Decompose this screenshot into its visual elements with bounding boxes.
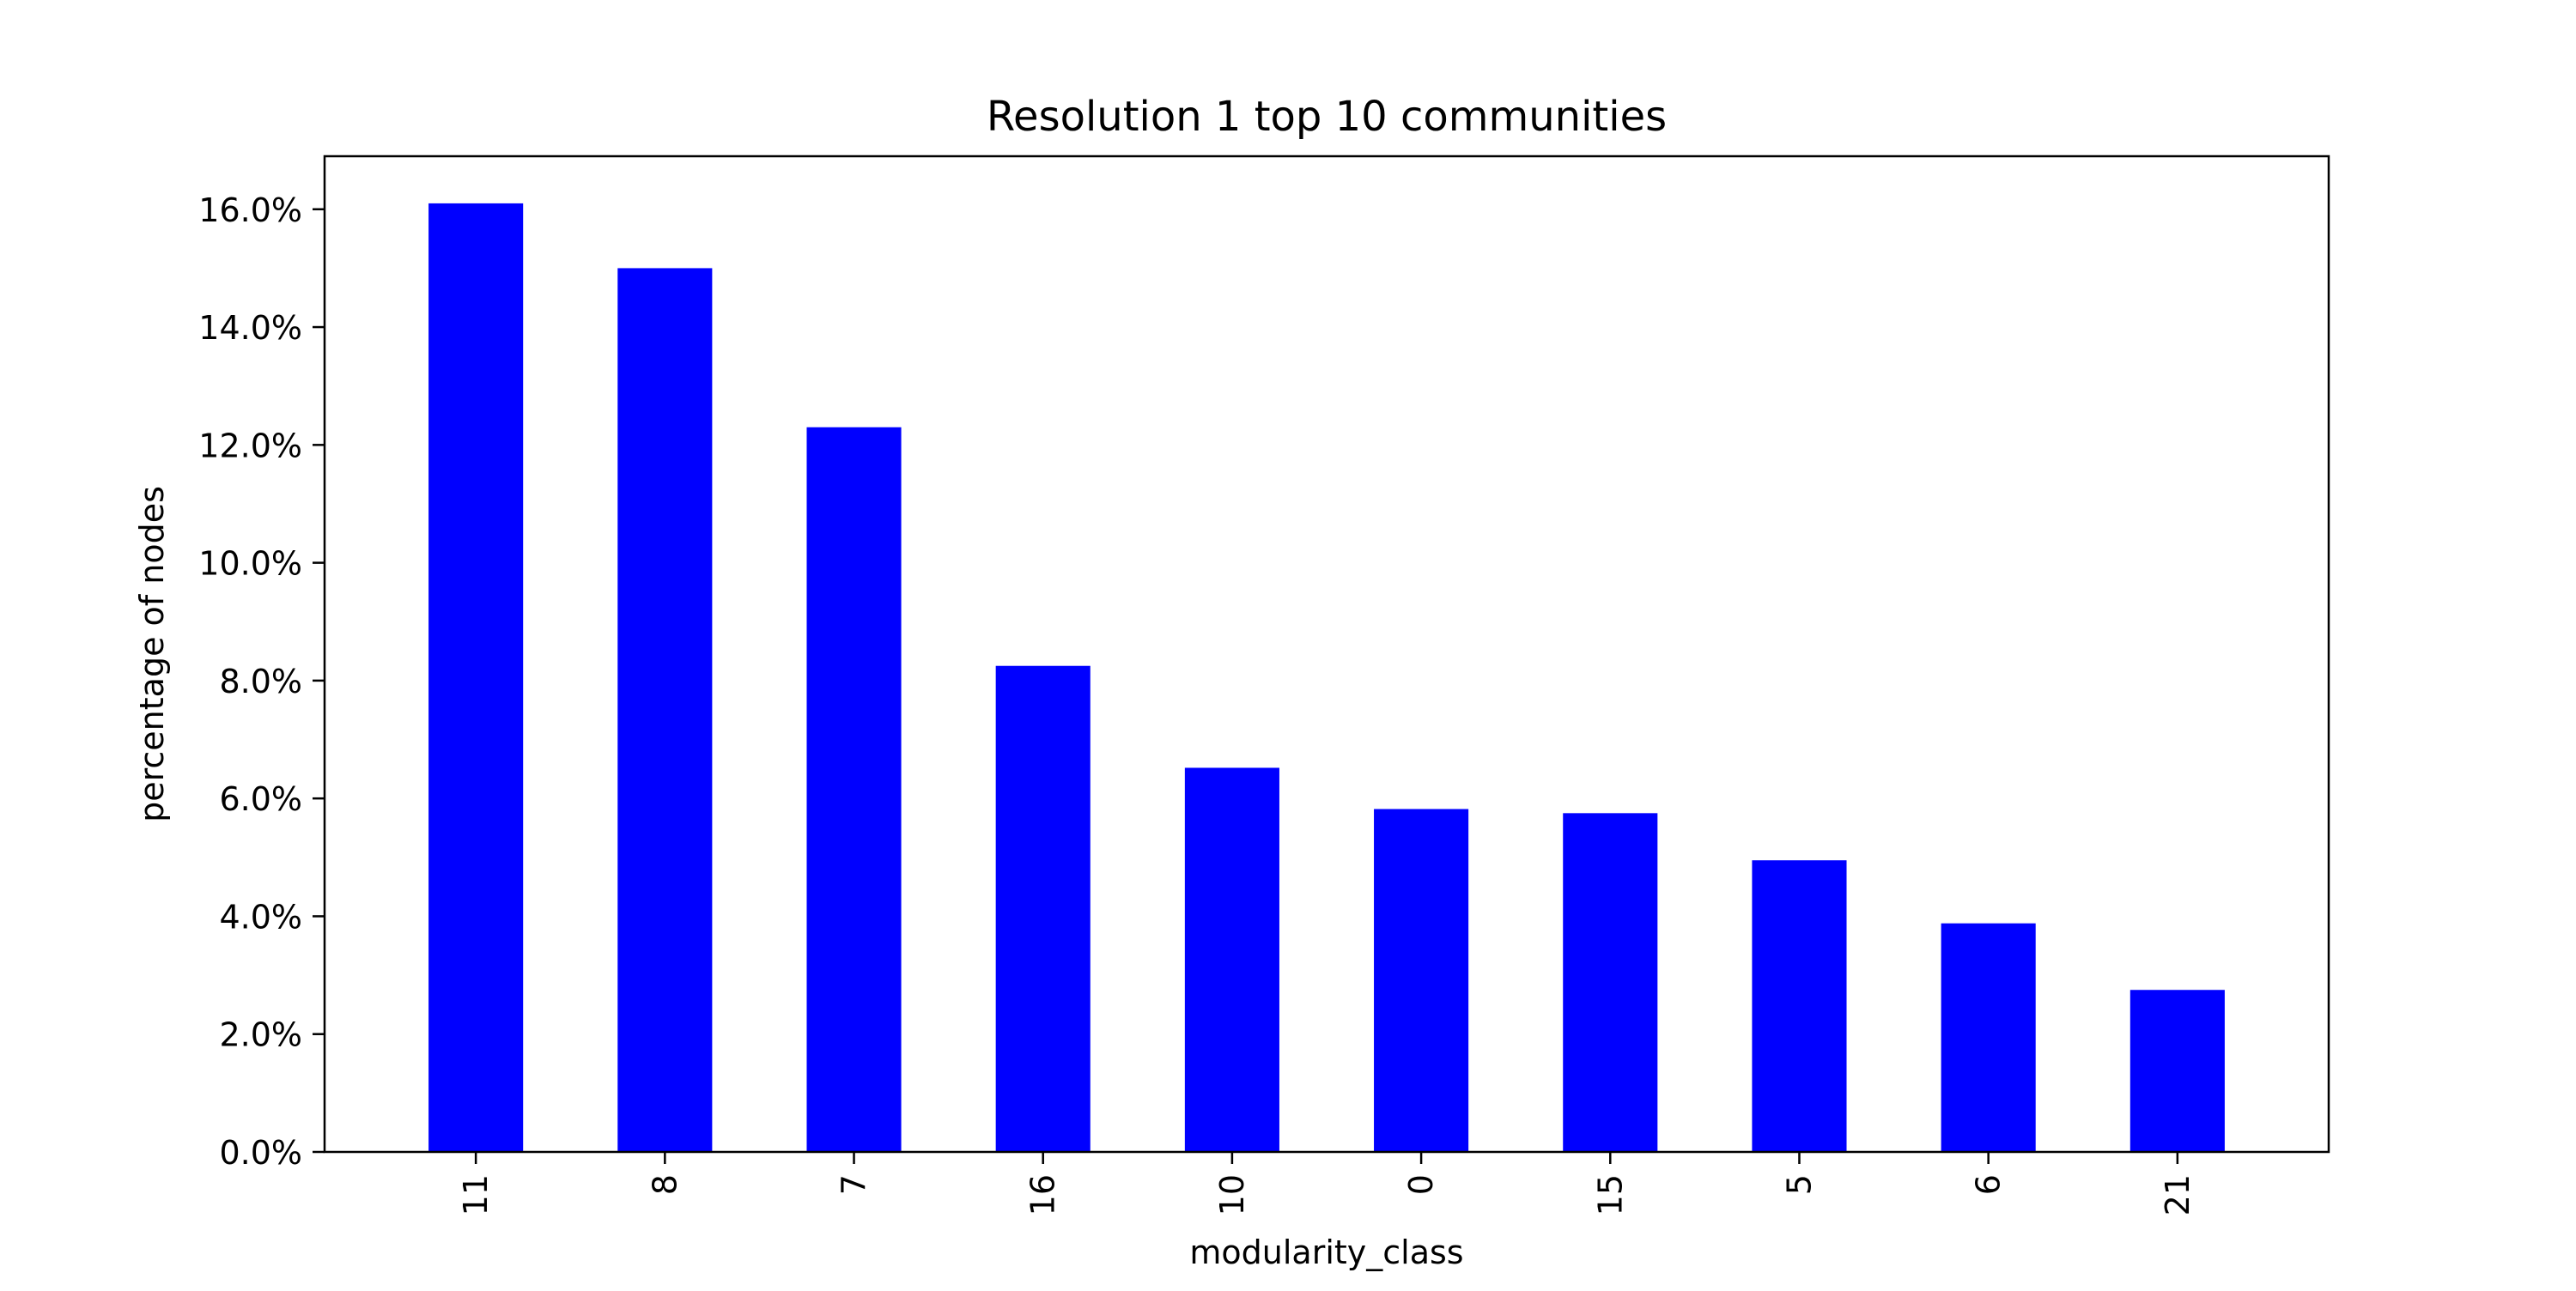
y-tick-label-4: 4.0%	[219, 898, 302, 936]
y-tick-label-0: 0.0%	[219, 1134, 302, 1172]
y-tick-label-6: 6.0%	[219, 780, 302, 818]
y-tick-label-10: 10.0%	[198, 545, 302, 583]
bar-15	[1563, 813, 1658, 1152]
bar-5	[1752, 860, 1847, 1152]
y-tick-label-12: 12.0%	[198, 427, 302, 464]
bar-8	[617, 268, 713, 1153]
x-tick-label-21: 21	[2159, 1174, 2196, 1215]
bar-16	[995, 665, 1091, 1152]
bar-11	[428, 203, 524, 1152]
x-tick-label-15: 15	[1591, 1174, 1629, 1215]
y-tick-label-16: 16.0%	[198, 191, 302, 229]
x-tick-label-5: 5	[1780, 1174, 1818, 1195]
bar-21	[2129, 990, 2225, 1152]
plot-frame	[323, 155, 2330, 1154]
y-axis-label: percentage of nodes	[133, 486, 171, 822]
y-tick-label-14: 14.0%	[198, 309, 302, 347]
x-tick-label-11: 11	[457, 1174, 495, 1215]
y-axis: 0.0% 2.0% 4.0% 6.0% 8.0% 10.0% 12.0% 14.0% 16.0%	[198, 191, 325, 1172]
bar-6	[1941, 923, 2036, 1152]
bar-7	[806, 427, 902, 1153]
x-tick-label-8: 8	[646, 1174, 683, 1195]
x-axis: 11 8 7 16 10 0 15 5 6 21	[457, 1152, 2196, 1215]
y-tick-label-8: 8.0%	[219, 663, 302, 700]
chart-title: Resolution 1 top 10 communities	[987, 93, 1667, 141]
y-tick-label-2: 2.0%	[219, 1016, 302, 1054]
x-tick-label-0: 0	[1402, 1174, 1440, 1195]
x-tick-label-10: 10	[1213, 1174, 1251, 1215]
x-axis-label: modularity_class	[1189, 1233, 1463, 1271]
bars-group	[428, 203, 2225, 1153]
x-tick-label-6: 6	[1970, 1174, 2008, 1195]
bar-10	[1184, 767, 1279, 1152]
x-tick-label-16: 16	[1024, 1174, 1062, 1215]
bar-0	[1374, 809, 1469, 1152]
x-tick-label-7: 7	[835, 1174, 873, 1195]
